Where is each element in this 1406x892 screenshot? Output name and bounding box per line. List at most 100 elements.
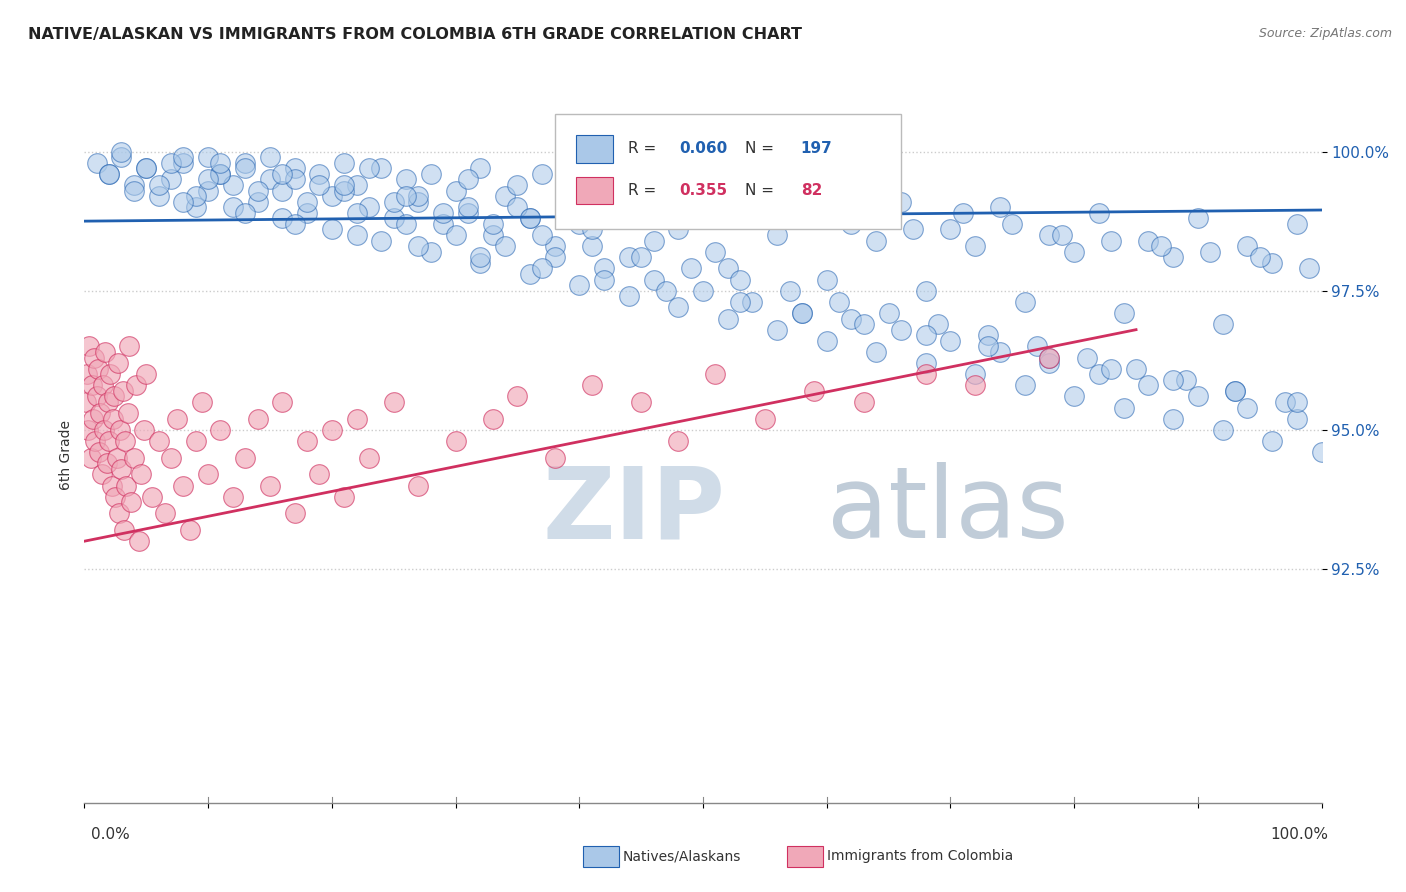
Point [90,467,112,482]
Point [184,434,207,448]
Point [321,423,343,437]
Point [581,378,603,392]
Point [295,194,318,209]
Point [581,239,603,253]
Point [346,228,368,243]
Point [555,194,578,209]
Point [110,423,132,437]
Point [519,211,541,226]
Point [704,206,727,220]
Point [1249,250,1271,264]
Point [1099,361,1122,376]
Point [1285,411,1308,425]
Text: 82: 82 [801,183,823,198]
Point [110,150,132,164]
Point [94,345,117,359]
Point [132,423,155,437]
Point [766,323,789,337]
Point [111,384,134,398]
Point [197,467,219,482]
Point [841,217,863,231]
Point [728,294,751,309]
Point [457,172,479,186]
Point [643,200,665,214]
Point [80,378,103,392]
Point [803,384,825,398]
Point [308,178,330,192]
Point [284,161,307,176]
Point [717,311,740,326]
Point [284,217,307,231]
Point [1063,389,1085,403]
Point [1236,401,1258,415]
Point [222,178,245,192]
Point [965,239,987,253]
Point [259,150,281,164]
Point [506,389,529,403]
Point [432,206,454,220]
Point [1161,411,1184,425]
Point [295,434,318,448]
Point [568,217,591,231]
Point [555,184,578,198]
Point [470,161,492,176]
Point [321,222,343,236]
Point [704,368,727,382]
Point [617,250,640,264]
Point [271,211,294,226]
Point [222,490,245,504]
Point [531,228,554,243]
Point [333,178,356,192]
Point [865,234,887,248]
Point [852,200,875,214]
Point [1014,378,1036,392]
Point [79,450,101,465]
Point [1125,361,1147,376]
Point [494,239,516,253]
Point [655,178,678,192]
Point [692,284,714,298]
Point [125,378,148,392]
Point [457,206,479,220]
Point [519,211,541,226]
Point [233,450,256,465]
Point [382,395,405,409]
Point [395,189,418,203]
Text: 0.0%: 0.0% [91,827,131,841]
Point [1310,445,1333,459]
Point [172,194,194,209]
Point [1038,351,1060,365]
Point [1261,256,1284,270]
Point [86,155,108,169]
Point [122,178,145,192]
Point [408,478,430,492]
Point [754,189,776,203]
Text: 197: 197 [801,141,832,156]
Text: R =: R = [627,141,661,156]
Point [346,411,368,425]
Point [914,356,936,370]
Point [717,261,740,276]
Point [357,161,380,176]
Point [444,228,467,243]
Text: Source: ZipAtlas.com: Source: ZipAtlas.com [1258,27,1392,40]
Point [209,155,232,169]
Point [97,395,120,409]
Point [84,434,107,448]
Point [617,289,640,303]
Point [370,234,392,248]
Point [1261,434,1284,448]
Point [481,228,503,243]
Point [790,189,813,203]
Point [346,178,368,192]
Point [543,250,565,264]
Point [284,172,307,186]
Text: N =: N = [745,183,779,198]
Point [321,189,343,203]
Point [87,361,110,376]
Point [118,339,141,353]
FancyBboxPatch shape [575,177,613,204]
Point [346,206,368,220]
Point [630,395,652,409]
Point [1026,339,1049,353]
